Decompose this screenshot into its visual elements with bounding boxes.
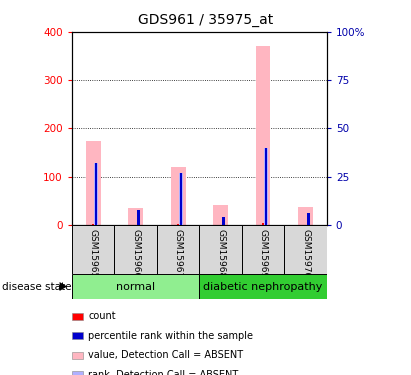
Bar bbox=[307, 213, 310, 225]
Bar bbox=[284, 225, 327, 274]
Bar bbox=[307, 213, 310, 225]
Bar bbox=[137, 210, 140, 225]
Bar bbox=[137, 210, 140, 225]
Text: rank, Detection Call = ABSENT: rank, Detection Call = ABSENT bbox=[88, 370, 239, 375]
Bar bbox=[222, 217, 225, 225]
Text: normal: normal bbox=[116, 282, 155, 291]
Bar bbox=[95, 163, 97, 225]
Bar bbox=[180, 173, 182, 225]
Text: GSM15968: GSM15968 bbox=[216, 229, 225, 278]
Bar bbox=[213, 205, 228, 225]
Text: GSM15969: GSM15969 bbox=[259, 229, 268, 278]
Text: GDS961 / 35975_at: GDS961 / 35975_at bbox=[138, 13, 273, 27]
Bar bbox=[171, 167, 185, 225]
Bar bbox=[298, 207, 313, 225]
Bar bbox=[72, 225, 114, 274]
Bar bbox=[199, 225, 242, 274]
Bar bbox=[92, 224, 95, 225]
Bar bbox=[256, 46, 270, 225]
Bar bbox=[264, 148, 268, 225]
Text: disease state: disease state bbox=[2, 282, 72, 291]
Bar bbox=[86, 141, 101, 225]
Text: GSM15970: GSM15970 bbox=[301, 229, 310, 278]
Text: count: count bbox=[88, 311, 116, 321]
Bar bbox=[72, 274, 199, 299]
Text: value, Detection Call = ABSENT: value, Detection Call = ABSENT bbox=[88, 350, 243, 360]
Bar bbox=[265, 148, 267, 225]
Text: GSM15965: GSM15965 bbox=[89, 229, 98, 278]
Bar bbox=[242, 225, 284, 274]
Bar bbox=[222, 217, 225, 225]
Bar bbox=[262, 223, 264, 225]
Bar bbox=[128, 208, 143, 225]
Bar bbox=[177, 224, 179, 225]
Text: diabetic nephropathy: diabetic nephropathy bbox=[203, 282, 323, 291]
Bar bbox=[114, 225, 157, 274]
Bar bbox=[157, 225, 199, 274]
Bar bbox=[95, 163, 98, 225]
Text: percentile rank within the sample: percentile rank within the sample bbox=[88, 331, 253, 340]
Bar bbox=[179, 173, 183, 225]
Text: GSM15966: GSM15966 bbox=[131, 229, 140, 278]
Text: GSM15967: GSM15967 bbox=[173, 229, 182, 278]
Polygon shape bbox=[60, 282, 67, 291]
Bar bbox=[199, 274, 327, 299]
